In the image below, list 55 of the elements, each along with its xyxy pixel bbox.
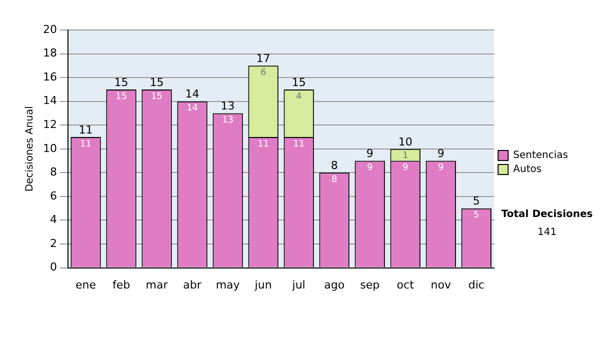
data-label: 13 [222,116,234,126]
total-label: 13 [220,100,235,113]
x-tick-label: abr [183,278,202,292]
y-tick-label: 2 [50,236,57,250]
y-tick-label: 12 [42,118,57,131]
x-tick-label: dic [468,278,484,292]
data-label: 9 [366,163,373,174]
total-label: 17 [256,52,270,66]
x-tick-label: may [216,278,240,292]
total-label: 15 [114,76,128,89]
total-label: 15 [292,76,306,89]
x-tick-label: ene [75,278,96,292]
x-tick-label: mar [146,278,168,292]
data-label: 14 [186,104,198,114]
data-label: 11 [258,139,270,150]
y-tick-label: 18 [42,46,57,60]
data-label: 1 [402,151,408,162]
data-label: 11 [80,139,92,150]
data-label: 8 [331,175,338,186]
x-tick-label: ago [324,278,345,292]
x-tick-label: sep [360,278,380,292]
x-tick-label: jul [291,278,306,292]
total-label: 9 [437,147,444,160]
y-tick-label: 10 [42,142,57,155]
data-label: 11 [293,139,305,150]
x-tick-label: jun [254,278,272,292]
data-label: 5 [474,210,480,221]
total-label: 5 [472,194,480,208]
data-label: 4 [296,92,302,102]
total-label: 11 [78,123,93,136]
y-tick-label: 8 [50,166,57,179]
total-label: 8 [330,159,338,172]
total-label: 9 [366,147,374,160]
legend-label: Sentencias [513,150,568,162]
data-label: 9 [402,163,408,174]
data-label: 15 [116,92,127,102]
text: Total Decisiones [501,209,593,220]
y-axis-title: Decisiones Anual [24,106,36,192]
total-label: 15 [150,76,164,89]
text: 141 [538,227,557,238]
x-tick-label: feb [112,278,130,292]
x-tick-label: oct [396,278,415,292]
y-tick-label: 16 [42,70,57,84]
y-tick-label: 0 [50,260,57,274]
total-label: 10 [398,135,412,148]
legend-label: Autos [513,164,542,176]
total-label: 14 [185,88,200,101]
y-tick-label: 4 [50,213,57,226]
y-tick-label: 20 [42,22,57,36]
y-tick-label: 6 [50,189,57,202]
data-label: 9 [438,163,444,174]
data-label: 6 [260,68,266,78]
data-label: 15 [151,92,163,102]
x-tick-label: nov [430,278,452,292]
y-tick-label: 14 [42,94,57,108]
